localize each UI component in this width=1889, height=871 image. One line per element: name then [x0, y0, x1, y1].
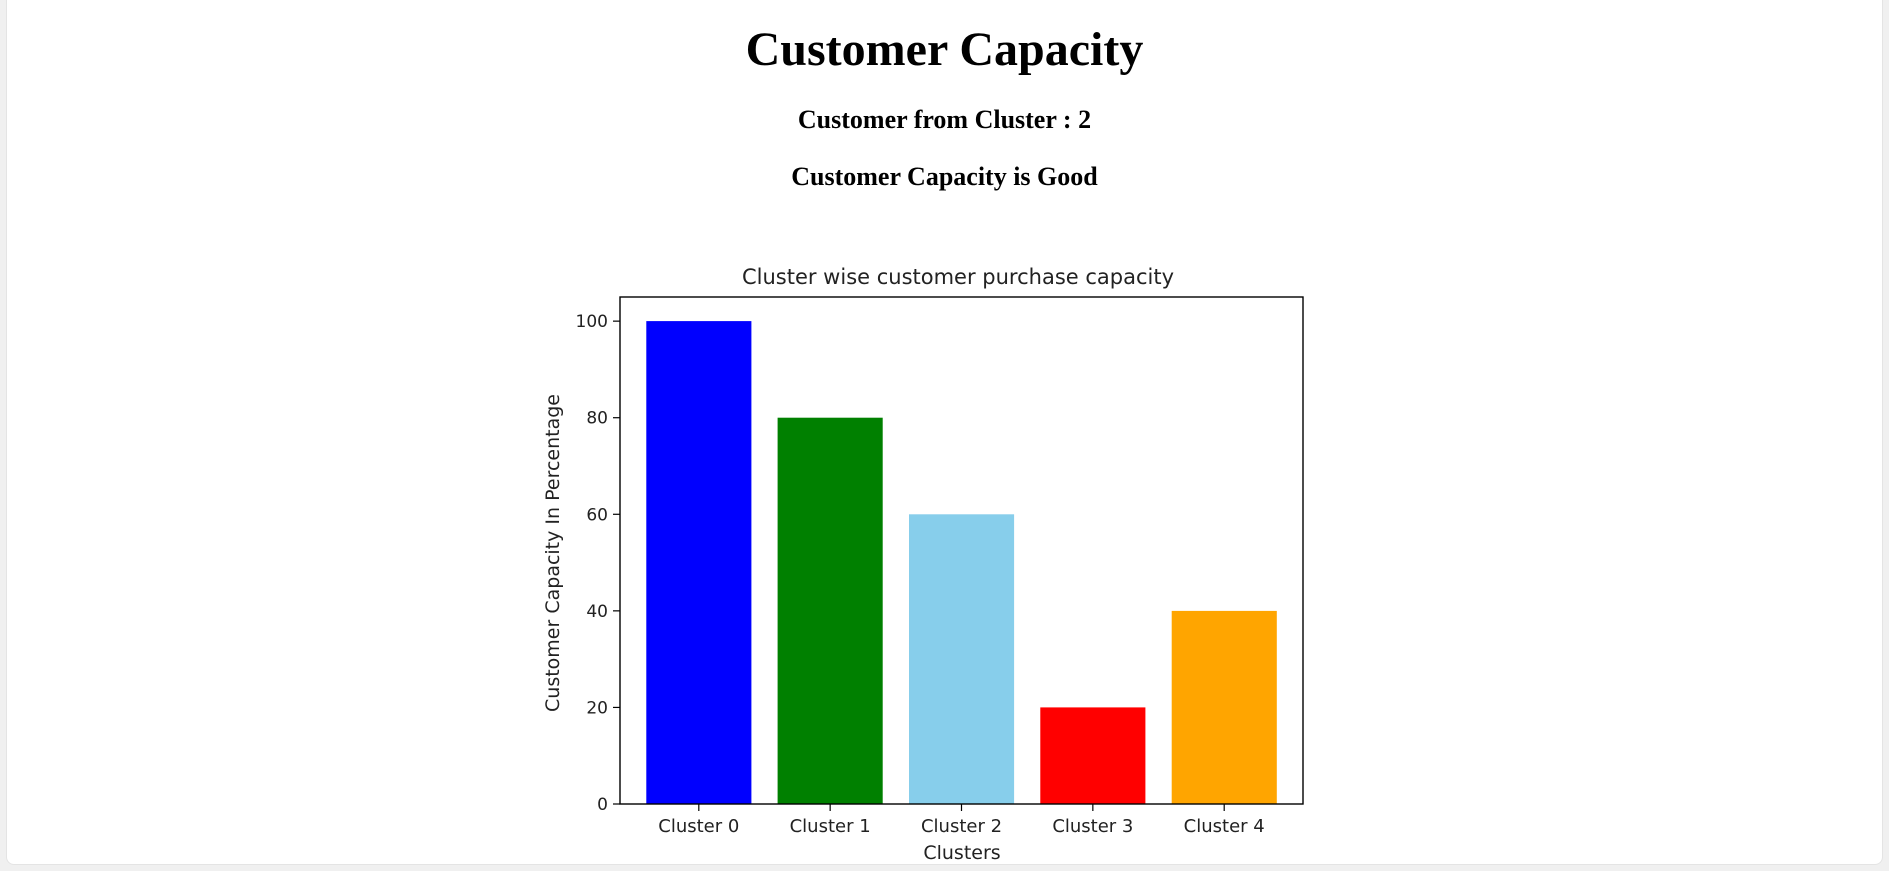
page-title: Customer Capacity [745, 23, 1144, 76]
chart-title: Cluster wise customer purchase capacity [742, 265, 1174, 289]
x-tick-label: Cluster 4 [1184, 816, 1265, 837]
bar-cluster-3 [1040, 707, 1146, 804]
x-axis-label: Clusters [923, 842, 1000, 864]
capacity-result-text: Customer Capacity is Good [791, 162, 1098, 191]
x-tick-label: Cluster 1 [790, 816, 871, 837]
y-tick-label: 80 [586, 409, 608, 429]
plot-frame [619, 296, 1304, 805]
y-tick-label: 100 [576, 312, 608, 332]
x-tick-label: Cluster 3 [1052, 816, 1133, 837]
bar-cluster-2 [909, 514, 1015, 804]
y-tick-label: 0 [597, 795, 608, 815]
y-tick-label: 40 [586, 602, 608, 622]
y-tick-label: 60 [586, 505, 608, 525]
x-tick-label: Cluster 2 [921, 816, 1002, 837]
bar-chart: Cluster wise customer purchase capacity … [542, 265, 1304, 864]
cluster-result-text: Customer from Cluster : 2 [797, 105, 1092, 134]
bar-cluster-1 [777, 417, 883, 804]
bar-cluster-0 [646, 321, 752, 804]
x-tick-label: Cluster 0 [658, 816, 739, 837]
bar-cluster-4 [1171, 610, 1277, 804]
y-axis-label: Customer Capacity In Percentage [542, 394, 564, 712]
y-tick-label: 20 [586, 698, 608, 718]
